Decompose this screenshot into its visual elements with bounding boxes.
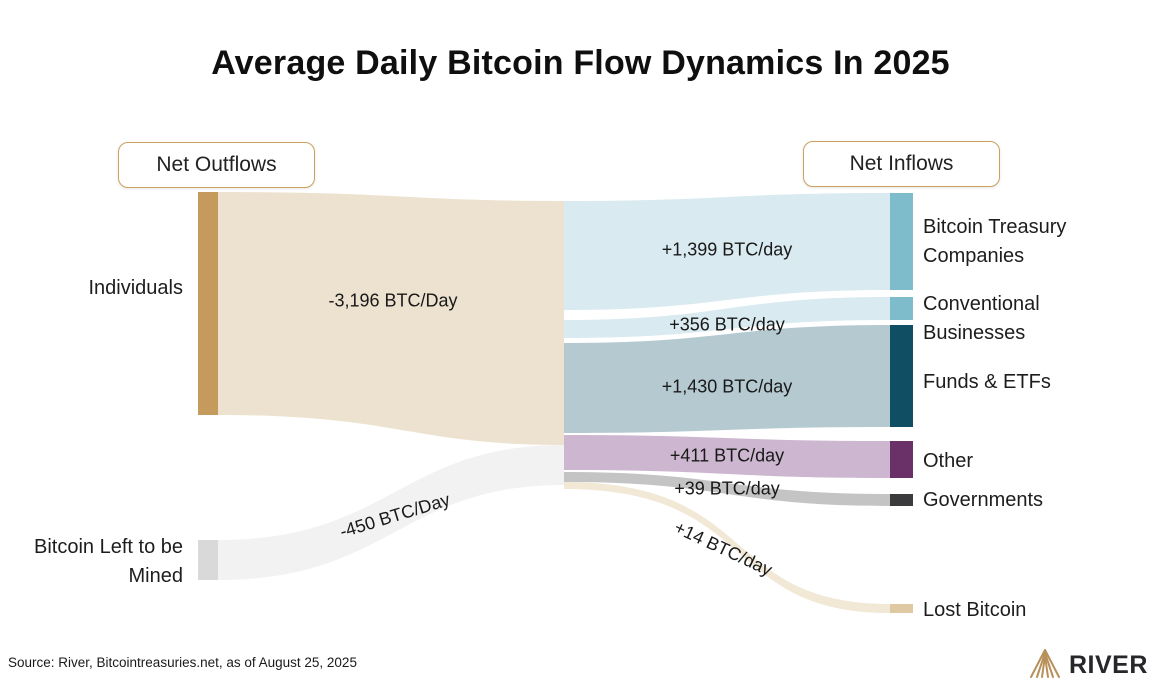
node-individuals [198,192,218,415]
other-flow-label: +411 BTC/day [669,445,785,466]
node-governments [890,494,913,506]
individuals-label: Individuals [88,277,183,299]
flow-conventional-businesses [564,297,890,338]
treasury-flow-label: +1,399 BTC/day [661,239,793,260]
node-lost-bitcoin [890,604,913,613]
flow-governments [564,472,890,506]
node-other [890,441,913,478]
net-outflows-badge: Net Outflows [118,142,315,188]
bitcoin-treasury-companies-label: Bitcoin Treasury Companies [923,216,1067,267]
node-bitcoin-treasury-companies [890,193,913,290]
flow-funds-etfs [564,325,890,433]
governments-label: Governments [923,489,1044,511]
node-bitcoin-left-to-be-mined [198,540,218,580]
flow-individuals-outflow [218,192,564,445]
funds-etfs-label: Funds & ETFs [923,371,1051,393]
bitcoin-left-to-be-mined-label: Bitcoin Left to be Mined [34,536,183,587]
flow-other [564,435,890,478]
river-logo: RIVER [1028,647,1148,684]
individuals-flow-label: -3,196 BTC/Day [328,290,458,311]
funds-flow-label: +1,430 BTC/day [661,376,793,397]
conventional-flow-label: +356 BTC/day [669,314,785,335]
mountain-icon [1028,647,1062,684]
node-conventional-businesses [890,297,913,320]
node-funds-etfs [890,325,913,427]
other-label: Other [923,450,974,472]
source-text: Source: River, Bitcointreasuries.net, as… [8,655,357,670]
governments-flow-label: +39 BTC/day [674,478,780,499]
page-title: Average Daily Bitcoin Flow Dynamics In 2… [211,44,950,82]
net-inflows-badge: Net Inflows [803,141,1000,187]
lost-bitcoin-label: Lost Bitcoin [923,599,1027,621]
conventional-businesses-label: Conventional Businesses [923,293,1040,344]
flow-bitcoin-treasury [564,193,890,310]
flow-mined-outflow [218,445,564,580]
river-logo-text: RIVER [1069,651,1148,679]
